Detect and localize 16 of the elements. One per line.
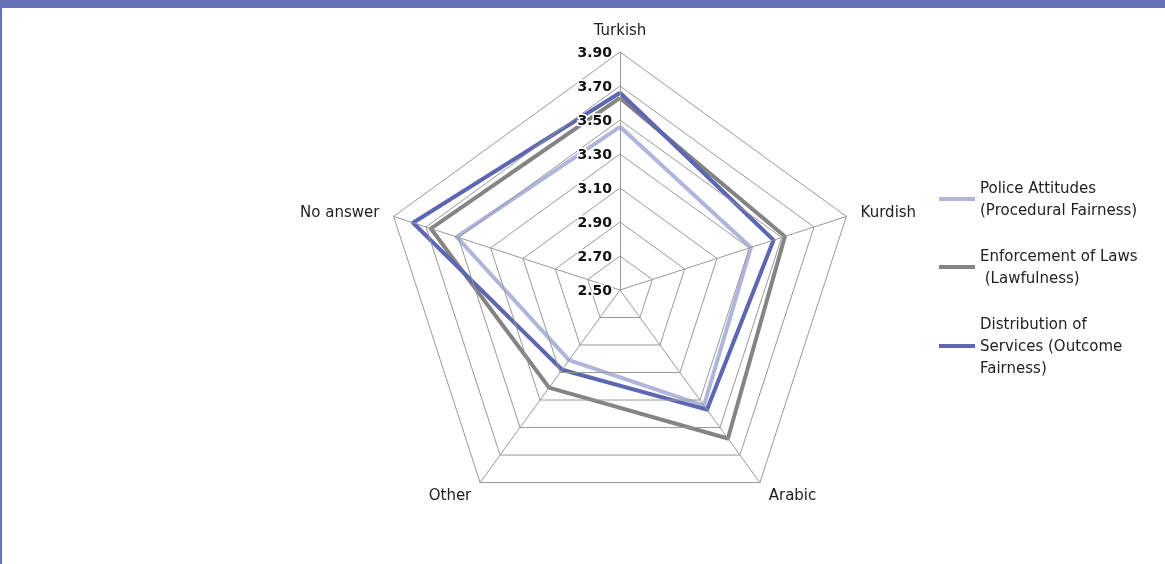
y-tick-label: 3.10 xyxy=(577,180,613,196)
spoke-label: Arabic xyxy=(768,485,817,504)
y-tick-label: 3.50 xyxy=(577,112,613,128)
spoke-label: Kurdish xyxy=(860,202,917,221)
spoke-label: Other xyxy=(428,485,473,504)
y-tick-label: 2.90 xyxy=(577,214,613,230)
spoke-label: No answer xyxy=(300,202,381,221)
y-tick-label: 2.70 xyxy=(577,248,613,264)
y-tick-label: 3.70 xyxy=(577,78,613,94)
legend-label: Distribution of Services (Outcome Fairness) xyxy=(980,315,1128,377)
y-tick-label: 3.30 xyxy=(577,146,613,162)
y-tick-label: 3.90 xyxy=(577,44,613,60)
legend-label: Enforcement of Laws (Lawfulness) xyxy=(980,247,1138,287)
spoke-label: Turkish xyxy=(592,20,647,39)
legend-label: Police Attitudes (Procedural Fairness) xyxy=(980,179,1138,219)
y-tick-label: 2.50 xyxy=(577,282,613,298)
